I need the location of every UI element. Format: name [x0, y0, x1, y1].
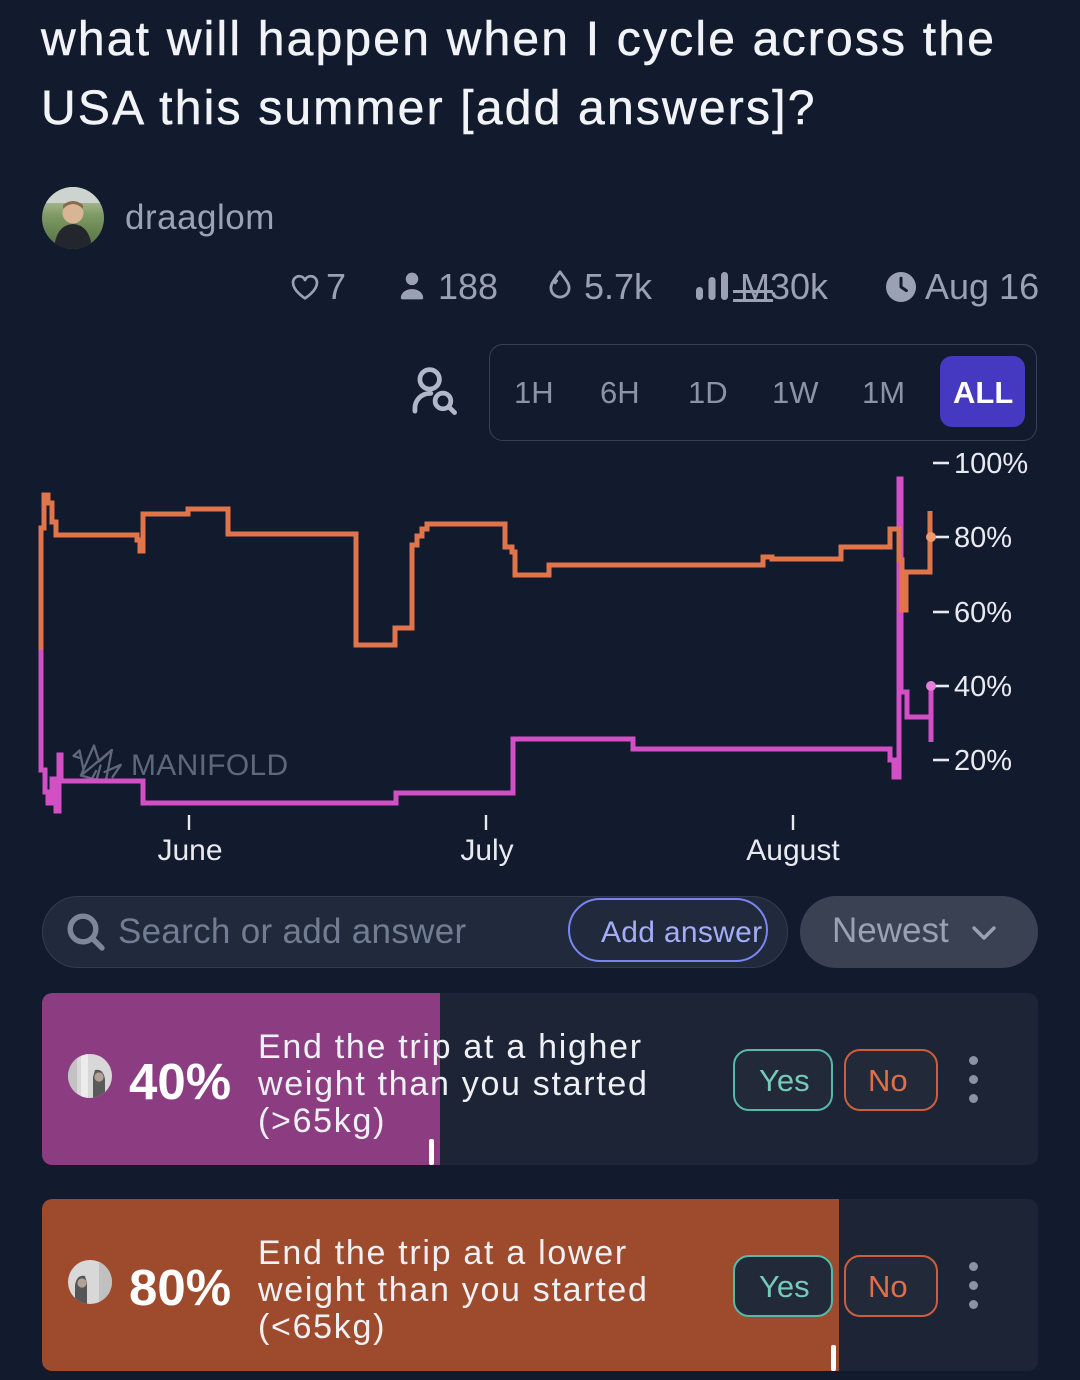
svg-text:August: August [746, 834, 840, 867]
svg-text:60%: 60% [954, 597, 1012, 629]
svg-text:July: July [460, 834, 513, 867]
svg-text:20%: 20% [954, 745, 1012, 777]
svg-text:40%: 40% [954, 671, 1012, 703]
svg-text:80%: 80% [954, 522, 1012, 554]
svg-text:June: June [157, 834, 222, 867]
svg-text:100%: 100% [954, 448, 1028, 480]
svg-text:MANIFOLD: MANIFOLD [131, 749, 288, 782]
